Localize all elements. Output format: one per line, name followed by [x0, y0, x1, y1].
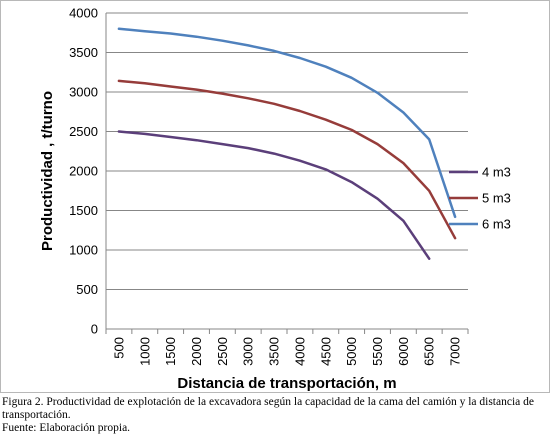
y-tick-label: 1000 [69, 243, 98, 258]
series-line [117, 130, 431, 260]
y-tick-label: 2000 [69, 164, 98, 179]
x-tick-label: 3000 [241, 337, 256, 366]
series-line [117, 27, 457, 219]
x-tick-label: 4500 [318, 337, 333, 366]
figure-caption: Figura 2. Productividad de explotación d… [2, 396, 550, 435]
x-tick-label: 7000 [448, 337, 463, 366]
y-tick-label: 3000 [69, 85, 98, 100]
series-lines [117, 27, 457, 260]
x-tick-label: 2500 [215, 337, 230, 366]
y-tick-label: 4000 [69, 6, 98, 21]
legend-label: 5 m3 [482, 191, 511, 206]
chart-frame: 0 500 1000 1500 2000 2500 3000 3500 4000 500 1000 1… [0, 0, 550, 393]
caption-source: Fuente: Elaboración propia. [2, 422, 131, 434]
axes: 0 500 1000 1500 2000 2500 3000 3500 4000 500 1000 1… [69, 6, 469, 366]
y-tick-label: 500 [76, 282, 98, 297]
x-tick-label: 500 [111, 337, 126, 359]
y-tick-label: 0 [91, 322, 98, 337]
x-tick-label: 4000 [292, 337, 307, 366]
y-tick-label: 1500 [69, 203, 98, 218]
gridlines [106, 12, 468, 290]
y-tick-label: 3500 [69, 45, 98, 60]
y-axis-title: Productividad , t/turno [39, 91, 56, 251]
x-tick-label: 5000 [344, 337, 359, 366]
line-chart: 0 500 1000 1500 2000 2500 3000 3500 4000 500 1000 1… [39, 6, 511, 393]
x-tick-label: 6000 [396, 337, 411, 366]
x-tick-label: 6500 [422, 337, 437, 366]
x-tick-label: 3500 [267, 337, 282, 366]
x-tick-label: 5500 [370, 337, 385, 366]
x-tick-label: 2000 [189, 337, 204, 366]
x-tick-label: 1000 [137, 337, 152, 366]
y-tick-label: 2500 [69, 124, 98, 139]
x-tick-label: 1500 [163, 337, 178, 366]
caption-text: Figura 2. Productividad de explotación d… [2, 396, 534, 421]
legend-label: 4 m3 [482, 165, 511, 180]
x-axis-title: Distancia de transportación, m [177, 375, 396, 392]
series-line [117, 79, 457, 240]
legend: 4 m3 5 m3 6 m3 [449, 165, 511, 232]
legend-label: 6 m3 [482, 217, 511, 232]
